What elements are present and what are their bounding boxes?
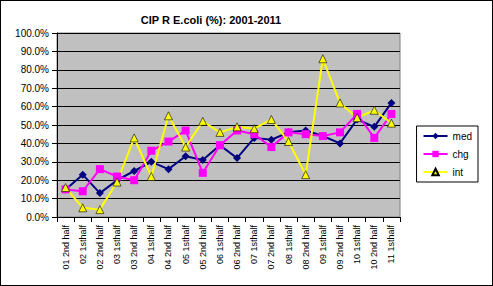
- svg-text:100.0%: 100.0%: [15, 28, 49, 39]
- svg-text:CIP R E.coli (%): 2001-2011: CIP R E.coli (%): 2001-2011: [141, 14, 281, 26]
- svg-text:60.0%: 60.0%: [21, 101, 49, 112]
- svg-text:11 1sthalf: 11 1sthalf: [386, 225, 396, 264]
- svg-text:20.0%: 20.0%: [21, 175, 49, 186]
- svg-text:int: int: [453, 167, 464, 178]
- svg-text:08 1sthalf: 08 1sthalf: [284, 225, 294, 265]
- svg-text:10 2nd half: 10 2nd half: [369, 225, 379, 270]
- svg-text:01 2nd half: 01 2nd half: [61, 225, 71, 270]
- svg-text:chg: chg: [453, 149, 469, 160]
- svg-text:90.0%: 90.0%: [21, 46, 49, 57]
- svg-text:05 2nd half: 05 2nd half: [198, 225, 208, 270]
- svg-text:06 2nd half: 06 2nd half: [232, 225, 242, 270]
- svg-text:02 2nd half: 02 2nd half: [95, 225, 105, 270]
- svg-text:04 1sthalf: 04 1sthalf: [146, 225, 156, 265]
- svg-text:03 2nd half: 03 2nd half: [129, 225, 139, 270]
- svg-text:07 1sthalf: 07 1sthalf: [249, 225, 259, 265]
- svg-text:30.0%: 30.0%: [21, 156, 49, 167]
- svg-text:10 1sthalf: 10 1sthalf: [352, 225, 362, 265]
- svg-text:40.0%: 40.0%: [21, 138, 49, 149]
- svg-text:04 2nd half: 04 2nd half: [163, 225, 173, 270]
- svg-text:70.0%: 70.0%: [21, 83, 49, 94]
- svg-text:50.0%: 50.0%: [21, 120, 49, 131]
- svg-text:09 2nd half: 09 2nd half: [335, 225, 345, 270]
- svg-text:0.0%: 0.0%: [26, 212, 49, 223]
- svg-text:med: med: [453, 131, 472, 142]
- svg-text:09 1sthalf: 09 1sthalf: [318, 225, 328, 265]
- svg-text:06 1sthalf: 06 1sthalf: [215, 225, 225, 265]
- svg-text:07 2nd half: 07 2nd half: [266, 225, 276, 270]
- svg-text:05 1sthalf: 05 1sthalf: [181, 225, 191, 265]
- svg-text:10.0%: 10.0%: [21, 193, 49, 204]
- svg-text:80.0%: 80.0%: [21, 64, 49, 75]
- svg-text:03 1sthalf: 03 1sthalf: [112, 225, 122, 265]
- svg-text:02 1sthalf: 02 1sthalf: [78, 225, 88, 265]
- svg-text:08 2nd half: 08 2nd half: [301, 225, 311, 270]
